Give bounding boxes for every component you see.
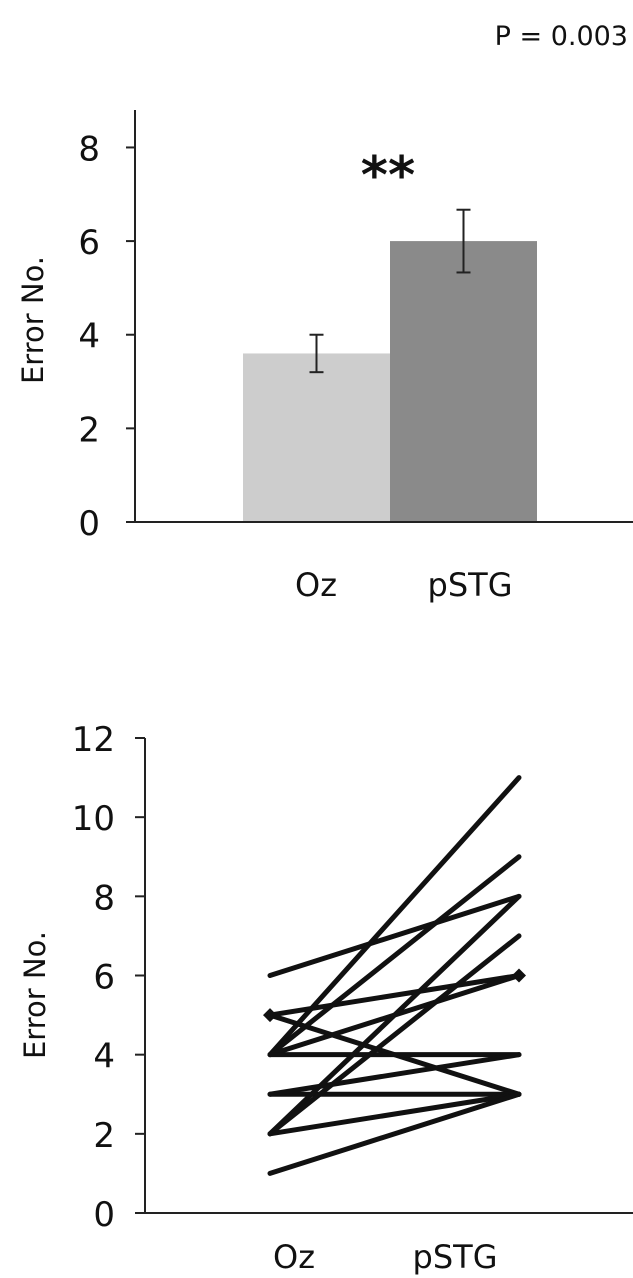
significance-marker: ** [361,146,415,206]
y-axis-title: Error No. [16,256,50,384]
x-tick-label: Oz [273,1238,315,1276]
x-tick-label: pSTG [428,566,513,604]
diamond-marker-oz [263,1008,277,1023]
subject-line-11 [267,933,522,1137]
y-tick-label: 2 [78,410,100,450]
subject-line-4 [267,775,522,1058]
subject-line-10 [267,893,522,1137]
y-tick-label: 4 [78,317,100,357]
y-axis-title: Error No. [18,931,52,1059]
error-bar-oz [309,333,324,374]
y-tick-label: 8 [93,878,115,918]
y-tick-label: 2 [93,1116,115,1156]
y-tick-label: 6 [78,223,100,263]
paired-line-chart: 0 2 4 6 8 10 12 Oz pSTG Error No. [18,720,633,1276]
x-tick-label: pSTG [413,1238,498,1276]
y-tick-label: 10 [72,799,115,839]
y-tick-label: 0 [93,1195,115,1235]
error-bar-pstg [456,208,471,274]
x-tick-label: Oz [295,566,337,604]
y-tick-label: 6 [93,958,115,998]
y-tick-label: 12 [72,720,115,760]
subject-line-5 [267,854,522,1058]
subject-line-13 [267,1091,522,1176]
y-tick-label: 0 [78,504,100,544]
y-tick-label: 8 [78,129,100,169]
bar-oz [243,353,390,522]
y-tick-label: 4 [93,1037,115,1077]
subject-line-2 [267,973,522,1018]
bar-pstg [390,241,537,522]
diamond-marker-pstg [512,968,526,983]
subject-line-12 [267,1091,522,1137]
subject-line-9 [267,1052,522,1097]
bar-chart: 0 2 4 6 8 Oz pSTG Error No. ** [16,110,633,604]
p-value-label: P = 0.003 [495,21,628,52]
subject-line-1 [267,893,522,978]
